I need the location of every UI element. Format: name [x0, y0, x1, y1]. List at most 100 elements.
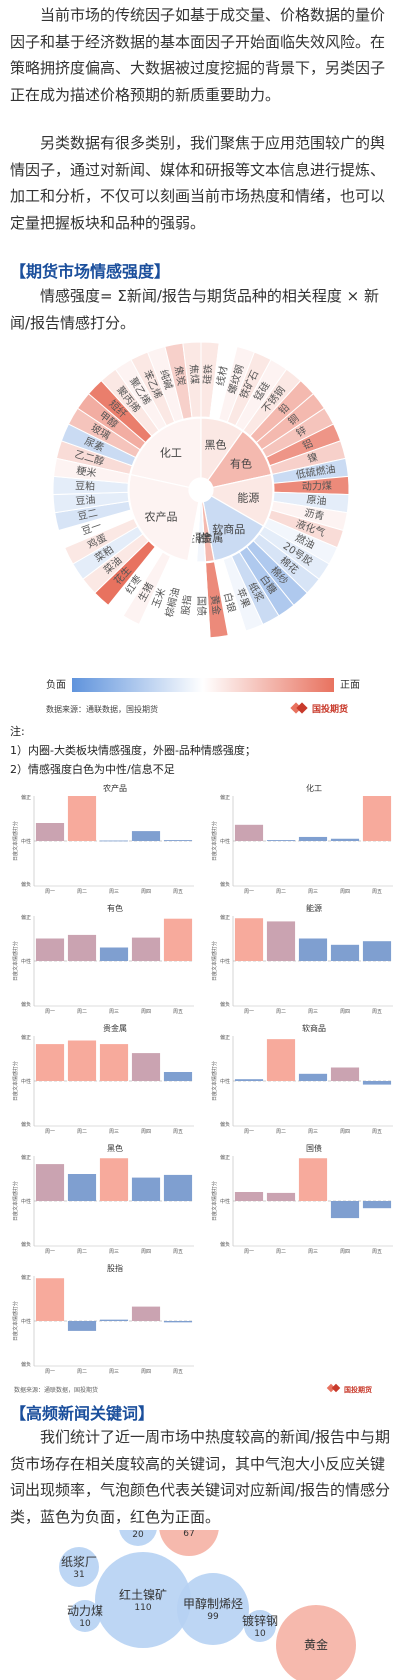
bar-panel-3-xtick-0: 周一 — [244, 1009, 254, 1015]
bar-panel-7-xtick-0: 周一 — [244, 1249, 254, 1255]
item-0-9-label: 焦炭 — [172, 365, 188, 387]
bar-panel-3-xtick-3: 周四 — [340, 1009, 350, 1015]
source-row: 数据来源：通联数据，国投期货 国投期货 — [40, 700, 380, 718]
bar-panel-1-title: 化工 — [306, 783, 322, 793]
legend-positive-label: 正面 — [340, 680, 360, 691]
bar-panel-6-ylabel: 日度文本情感打分 — [12, 1181, 19, 1221]
item-3-1-label: 动力煤 — [302, 479, 332, 493]
bars-source-text: 数据来源：通联数据，国投期货 — [14, 1386, 98, 1394]
bar-panel-8-xtick-1: 周二 — [77, 1369, 87, 1375]
item-7-0-label: 股指 — [179, 594, 194, 615]
sector-1-label: 黑色 — [205, 437, 227, 451]
item-2-5-label: 镍 — [306, 450, 319, 465]
item-8-11-label: 豆粕 — [75, 479, 95, 493]
bar-panel-0-bar-0 — [35, 823, 65, 841]
bar-panel-2-ytick-0: 偏正 — [21, 914, 31, 921]
bar-panel-7-bar-2 — [298, 1158, 328, 1201]
bar-panel-8-xtick-3: 周四 — [141, 1369, 151, 1375]
bubble-6-label: 镀锌钢 — [242, 1614, 278, 1628]
bar-panel-5-ytick-1: 中性 — [220, 1078, 230, 1085]
bubble-5-label: 动力煤 — [67, 1604, 103, 1618]
bar-panel-1-xtick-3: 周四 — [340, 889, 350, 895]
bar-panel-8-title: 股指 — [107, 1263, 123, 1273]
bar-panel-7-xtick-3: 周四 — [340, 1249, 350, 1255]
bar-panel-6-xtick-0: 周一 — [45, 1249, 55, 1255]
brand-name: 国投期货 — [312, 703, 348, 715]
bar-panel-3-bar-1 — [266, 921, 296, 961]
bar-panel-5-bar-3 — [330, 1067, 360, 1081]
bar-panel-3-bar-0 — [234, 918, 264, 961]
item-2-4-label: 铝 — [301, 437, 315, 452]
section-heading-sentiment: 【期货市场情感强度】 — [10, 262, 171, 281]
bubble-5-count: 10 — [79, 1619, 91, 1629]
bubble-7 — [276, 1605, 356, 1680]
sector-3-label: 能源 — [237, 490, 259, 504]
bar-panel-8-bar-4 — [163, 1321, 193, 1323]
item-6-0-label: 国债 — [195, 596, 208, 616]
bar-panel-7-ytick-2: 偏负 — [220, 1241, 230, 1248]
bar-panel-6-bar-0 — [35, 1164, 65, 1201]
sentiment-formula: 情感强度= Σ新闻/报告与期货品种的相关程度 × 新闻/报告情感打分。 — [10, 287, 379, 332]
sector-0-arc — [129, 417, 202, 489]
bar-panel-0-bar-4 — [163, 840, 193, 841]
note-2: 2）情感强度白色为中性/信息不足 — [10, 763, 175, 776]
bar-panel-5-bar-4 — [362, 1081, 392, 1085]
bar-panel-3-bar-4 — [362, 941, 392, 961]
bar-panel-3-ytick-1: 中性 — [220, 958, 230, 965]
bar-panel-5-bar-1 — [266, 1039, 296, 1081]
bar-panel-7-ylabel: 日度文本情感打分 — [211, 1181, 218, 1221]
bar-panel-4-xtick-2: 周三 — [109, 1129, 119, 1135]
bubble-1 — [159, 1530, 219, 1556]
bar-panel-4-xtick-3: 周四 — [141, 1129, 151, 1135]
bubble-6-count: 10 — [254, 1629, 266, 1639]
sunburst-chart: 化工 乙二醇 尿素 玻璃 甲醇 短纤 聚丙烯 聚乙烯 苯乙烯 纯碱 焦炭 焦煤 黑色 硅铁 线材 螺纹钢 铁矿石… — [0, 335, 402, 645]
bar-panel-2-bar-3 — [131, 937, 161, 961]
bubble-4-count: 99 — [207, 1612, 219, 1622]
bar-panel-4-bar-4 — [163, 1072, 193, 1081]
bar-panel-1-xtick-0: 周一 — [244, 889, 254, 895]
bar-panel-0-title: 农产品 — [103, 783, 127, 793]
bar-panel-1-bar-4 — [362, 796, 392, 841]
item-8-9-label: 豆二 — [77, 507, 99, 523]
bar-panel-0-xtick-2: 周三 — [109, 889, 119, 895]
bubble-4-label: 甲醇制烯烃 — [183, 1596, 243, 1611]
bar-panel-3-xtick-4: 周五 — [372, 1009, 382, 1015]
brand-logo: 国投期货 — [290, 702, 348, 715]
bar-panel-6-ytick-2: 偏负 — [21, 1241, 31, 1248]
bar-panel-4-ytick-0: 偏正 — [21, 1034, 31, 1041]
bubble-6 — [244, 1610, 276, 1642]
item-8-10-label: 豆油 — [75, 493, 96, 508]
sector-2-label: 有色 — [230, 456, 252, 470]
bar-panel-8-ytick-1: 中性 — [21, 1318, 31, 1325]
bar-panel-8-xtick-0: 周一 — [45, 1369, 55, 1375]
sector-4-arc — [202, 495, 265, 562]
bar-panel-6-bar-2 — [99, 1158, 129, 1201]
bar-panel-7-bar-4 — [362, 1201, 392, 1209]
bar-panel-6-ytick-1: 中性 — [21, 1198, 31, 1205]
item-8-12-arc — [53, 457, 131, 484]
bar-panel-3-bar-2 — [298, 938, 328, 961]
bar-panel-2-bar-4 — [163, 918, 193, 961]
bar-panel-5-title: 软商品 — [302, 1023, 326, 1033]
bar-panel-0-bar-3 — [131, 831, 161, 841]
bar-panel-5-ylabel: 日度文本情感打分 — [211, 1061, 218, 1101]
bar-panel-0-xtick-4: 周五 — [173, 889, 183, 895]
bubble-5 — [69, 1600, 101, 1632]
bubble-4 — [177, 1573, 249, 1645]
source-text: 数据来源：通联数据，国投期货 — [46, 704, 158, 714]
keyword-bubble-chart: 煤化工20原油67纸浆厂31红土镍矿110甲醇制烯烃99动力煤10镀锌钢10黄金 — [0, 1530, 402, 1680]
bubble-3-label: 红土镍矿 — [119, 1587, 167, 1602]
bar-panel-1-bar-2 — [298, 836, 328, 841]
bar-panel-7-ytick-0: 偏正 — [220, 1154, 230, 1161]
bar-panel-2-xtick-1: 周二 — [77, 1009, 87, 1015]
bubble-2-label: 纸浆厂 — [61, 1554, 97, 1569]
bar-panel-7-xtick-2: 周三 — [308, 1249, 318, 1255]
bubble-3-count: 110 — [134, 1603, 151, 1613]
item-5-0-label: 黄金 — [208, 594, 223, 615]
notes: 注: 1）内圈-大类板块情感强度，外圈-品种情感强度； 2）情感强度白色为中性/… — [10, 722, 256, 779]
bar-panel-2-bar-1 — [67, 934, 97, 961]
